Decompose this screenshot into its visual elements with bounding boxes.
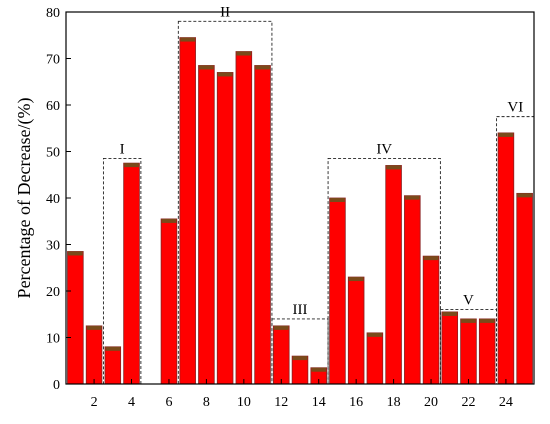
y-tick-label: 30 bbox=[46, 239, 60, 254]
y-tick-label: 0 bbox=[53, 378, 60, 393]
bar-top-10 bbox=[236, 51, 252, 56]
bar-top-16 bbox=[348, 277, 364, 282]
bar-top-25 bbox=[517, 193, 533, 198]
y-axis-label: Percentage of Decrease/(%) bbox=[14, 98, 35, 299]
bar-10 bbox=[235, 51, 253, 385]
group-label-3: III bbox=[293, 302, 308, 318]
bar-top-21 bbox=[442, 311, 458, 316]
bar-6 bbox=[160, 218, 178, 385]
y-tick-label: 50 bbox=[46, 146, 60, 161]
bar-top-11 bbox=[255, 65, 270, 70]
bar-18 bbox=[385, 165, 402, 385]
bar-12 bbox=[273, 325, 290, 385]
bar-21 bbox=[441, 311, 459, 385]
bar-top-17 bbox=[367, 332, 383, 337]
bar-3 bbox=[104, 346, 122, 385]
x-tick-label: 22 bbox=[461, 395, 475, 410]
bar-top-14 bbox=[311, 367, 327, 372]
bar-25 bbox=[516, 192, 533, 385]
x-tick-label: 8 bbox=[203, 395, 210, 410]
bar-7 bbox=[179, 37, 196, 385]
y-tick-label: 70 bbox=[46, 53, 60, 68]
y-tick-label: 20 bbox=[46, 285, 60, 300]
y-tick-label: 80 bbox=[46, 6, 60, 21]
bar-11 bbox=[254, 65, 271, 385]
bar-23 bbox=[478, 318, 496, 385]
bar-16 bbox=[347, 276, 365, 385]
bar-top-4 bbox=[124, 163, 139, 168]
group-label-5: V bbox=[463, 293, 474, 309]
bar-8 bbox=[198, 65, 215, 385]
bar-top-24 bbox=[498, 132, 514, 137]
group-box-2 bbox=[177, 20, 273, 385]
group-label-6: VI bbox=[507, 100, 523, 116]
bar-top-12 bbox=[273, 325, 289, 330]
bar-top-3 bbox=[105, 346, 121, 351]
bar-top-15 bbox=[330, 198, 345, 202]
bar-top-20 bbox=[423, 256, 439, 261]
bar-top-2 bbox=[86, 325, 102, 330]
group-label-4: IV bbox=[376, 141, 392, 157]
x-tick-label: 14 bbox=[312, 395, 326, 410]
bar-top-1 bbox=[67, 251, 83, 256]
x-tick-label: 12 bbox=[274, 395, 288, 410]
bar-4 bbox=[123, 162, 140, 385]
bar-top-19 bbox=[404, 195, 420, 200]
x-tick-label: 10 bbox=[237, 395, 251, 410]
bar-9 bbox=[216, 72, 234, 385]
y-tick-label: 60 bbox=[46, 99, 60, 114]
y-ticks-layer: 0 10 20 30 40 50 60 70 80 bbox=[46, 6, 71, 393]
bar-2 bbox=[85, 325, 103, 385]
bar-top-13 bbox=[292, 356, 308, 361]
bar-top-7 bbox=[180, 37, 196, 42]
bar-top-8 bbox=[199, 65, 214, 70]
x-tick-label: 18 bbox=[387, 395, 401, 410]
x-ticks-layer: 2 4 6 8 10 12 14 16 18 20 22 24 bbox=[91, 379, 513, 410]
bar-top-9 bbox=[217, 72, 233, 77]
x-tick-label: 24 bbox=[499, 395, 513, 410]
bar-19 bbox=[404, 195, 421, 385]
y-tick-label: 10 bbox=[46, 332, 60, 347]
x-tick-label: 20 bbox=[424, 395, 438, 410]
bar-13 bbox=[291, 355, 309, 385]
bar-24 bbox=[497, 132, 515, 385]
x-tick-label: 6 bbox=[165, 395, 172, 410]
bar-top-18 bbox=[386, 165, 401, 170]
bar-top-22 bbox=[461, 318, 476, 323]
bar-20 bbox=[422, 255, 440, 385]
x-tick-label: 4 bbox=[128, 395, 135, 410]
bars-layer bbox=[67, 37, 533, 385]
bar-1 bbox=[67, 251, 84, 385]
group-box-4 bbox=[327, 158, 441, 385]
group-label-1: I bbox=[120, 141, 125, 157]
x-tick-label: 2 bbox=[91, 395, 98, 410]
bar-17 bbox=[366, 332, 384, 385]
y-tick-label: 40 bbox=[46, 192, 60, 207]
bar-top-23 bbox=[479, 318, 495, 323]
bar-15 bbox=[329, 197, 346, 385]
bar-22 bbox=[460, 318, 477, 385]
x-tick-label: 16 bbox=[349, 395, 363, 410]
bar-top-6 bbox=[161, 218, 177, 223]
